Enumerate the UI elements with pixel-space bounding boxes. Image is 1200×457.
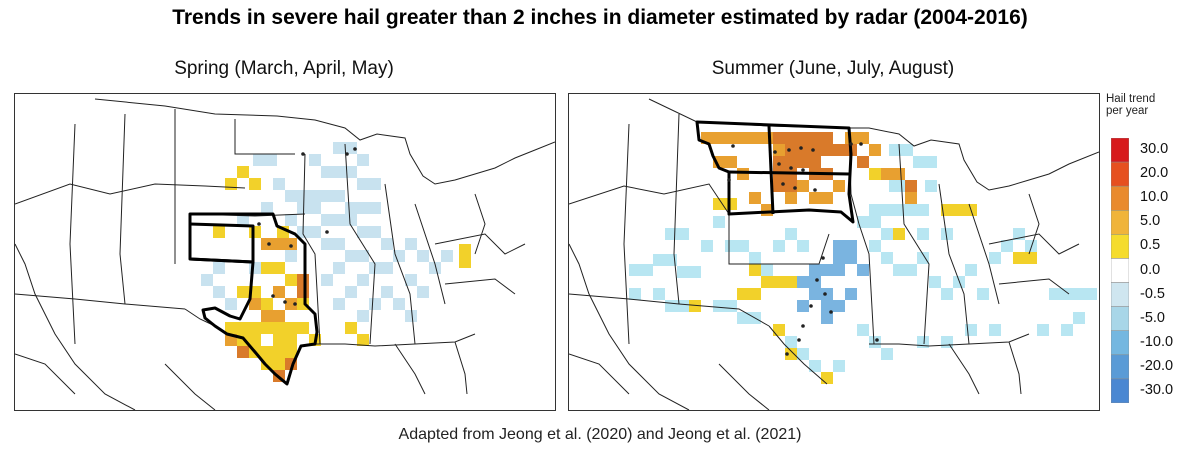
summer-highlight-boundary [695,120,855,224]
legend-swatch [1111,210,1129,235]
summer-panel-title: Summer (June, July, August) [711,58,955,79]
legend-label: 0.0 [1140,261,1161,278]
spring-trend-cells [201,142,471,382]
spring-state-boundaries [15,98,555,410]
legend-label: 20.0 [1140,165,1169,182]
legend-swatch [1111,378,1129,403]
legend-label: 10.0 [1140,189,1169,206]
summer-state-boundaries [569,98,1099,410]
legend-label: 0.5 [1140,237,1161,254]
caption: Adapted from Jeong et al. (2020) and Jeo… [398,426,802,443]
legend-label: -5.0 [1140,309,1165,326]
summer-trend-cells [629,132,1097,384]
legend-label: -30.0 [1140,381,1174,398]
legend-swatch [1111,258,1129,283]
legend-title-line2: per year [1106,105,1149,117]
legend-swatch [1111,282,1129,307]
spring-map [14,93,556,411]
legend-label: -10.0 [1140,333,1174,350]
summer-coastline [569,243,690,410]
legend-swatch [1111,185,1129,211]
legend-swatch [1111,138,1129,163]
legend-label: -20.0 [1140,357,1174,374]
legend-swatch [1111,330,1129,356]
legend-label: -0.5 [1140,285,1165,302]
legend-label: 30.0 [1140,141,1169,158]
legend-swatch [1111,161,1129,187]
legend-colorbar-svg [1111,138,1129,403]
spring-map-svg [15,98,555,410]
spring-station-dots [257,147,357,306]
spring-coastline [15,243,136,410]
spring-highlight-boundary [188,212,319,386]
figure-title: Trends in severe hail greater than 2 inc… [172,6,1028,29]
summer-station-dots [727,142,879,356]
spring-panel-title: Spring (March, April, May) [174,58,394,79]
legend-swatch [1111,306,1129,331]
legend-swatch [1111,234,1129,259]
summer-map [568,93,1100,411]
legend-colorbar [1111,138,1129,403]
legend-title-line1: Hail trend [1106,93,1156,105]
summer-map-svg [569,98,1099,410]
legend-label: 5.0 [1140,213,1161,230]
legend-swatch [1111,354,1129,380]
legend-title: Hail trend per year [1106,93,1166,117]
